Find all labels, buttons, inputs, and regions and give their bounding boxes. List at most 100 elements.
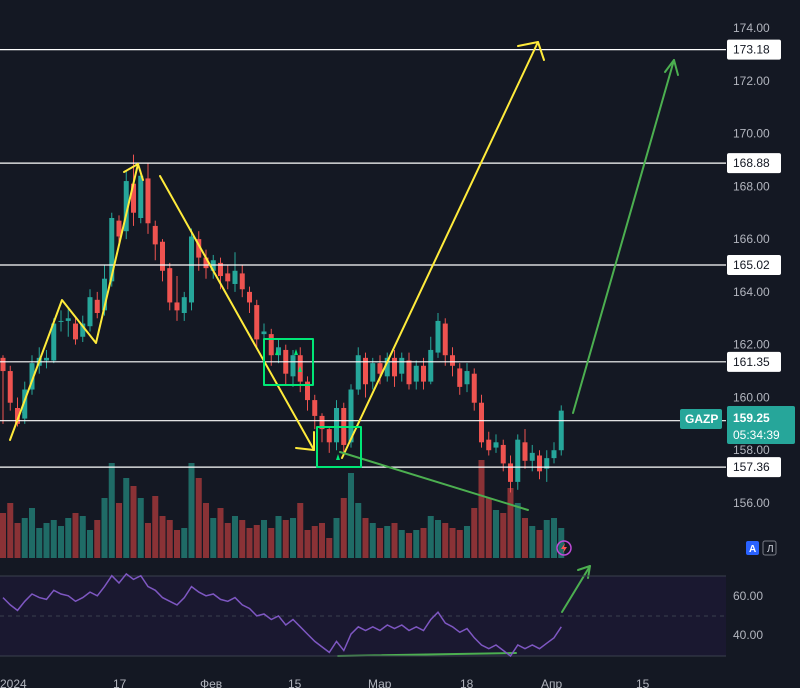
candle-body — [442, 323, 448, 356]
candle-body — [312, 400, 318, 416]
volume-bar — [50, 520, 57, 558]
volume-bar — [188, 463, 195, 558]
svg-text:Л: Л — [767, 544, 774, 555]
x-tick-label: 18 — [460, 677, 474, 688]
candle-body — [87, 297, 93, 327]
x-tick-label: 15 — [636, 677, 650, 688]
candle-body — [22, 389, 28, 419]
candle-body — [44, 357, 49, 361]
volume-bar — [94, 520, 101, 558]
volume-bar — [420, 528, 427, 558]
y-axis[interactable]: 156.00 158.00 160.00 162.00 164.00 166.00 168.… — [733, 21, 770, 510]
candle-body — [392, 357, 397, 377]
y-tick-label: 170.00 — [733, 127, 770, 141]
candle-body — [203, 257, 209, 269]
candle-body — [486, 439, 492, 451]
volume-bar — [65, 518, 72, 558]
volume-bar — [304, 530, 311, 558]
volume-bar — [43, 523, 50, 558]
volume-bar — [427, 516, 434, 558]
volume-bar — [0, 513, 6, 558]
candle-body — [109, 218, 115, 282]
volume-bar — [239, 520, 246, 558]
volume-bar — [529, 526, 536, 558]
volume-bar — [174, 530, 180, 558]
candles — [0, 154, 564, 493]
y-tick-label: 164.00 — [733, 285, 770, 299]
volume-bar — [108, 463, 115, 558]
countdown-timer: 05:34:39 — [733, 428, 780, 442]
candle-body — [123, 181, 129, 232]
a-icon[interactable]: A — [746, 541, 759, 555]
candle-body — [65, 318, 71, 321]
candle-body — [138, 175, 144, 218]
candle-body — [174, 302, 180, 311]
volume-bar — [14, 523, 21, 558]
candle-body — [406, 360, 412, 385]
volume-bar — [290, 518, 296, 558]
price-level-label: 157.36 — [733, 460, 770, 474]
volume-bar — [275, 516, 282, 558]
volume-bar — [181, 528, 188, 558]
y-tick-label: 174.00 — [733, 21, 770, 35]
volume-bar — [398, 530, 405, 558]
candle-body — [58, 320, 64, 322]
volume-bar — [442, 523, 449, 558]
yellow-head-2 — [295, 431, 315, 451]
candle-body — [261, 331, 267, 335]
ticker-label: GAZP — [685, 412, 718, 426]
candle-body — [348, 389, 354, 443]
x-tick-label: 17 — [113, 677, 127, 688]
price-level-label: 168.88 — [733, 156, 770, 170]
volume-bar — [340, 498, 347, 558]
candle-body — [196, 239, 202, 258]
volume-bar — [514, 503, 521, 558]
volume-bar — [464, 526, 470, 558]
candle-body — [29, 363, 35, 390]
candle-body — [508, 463, 513, 482]
candle-body — [239, 273, 245, 290]
volume-bar — [87, 530, 93, 558]
candle-body — [181, 297, 187, 313]
volume-bar — [217, 508, 224, 558]
volume-bar — [21, 518, 28, 558]
volume-bar — [391, 523, 398, 558]
y-tick-label: 168.00 — [733, 179, 770, 193]
x-axis[interactable]: 2024 17 Фев 15 Мар 18 Апр 15 — [0, 677, 650, 688]
y-tick-label: 162.00 — [733, 338, 770, 352]
yellow-head-3 — [517, 41, 545, 61]
alert-icon[interactable] — [556, 540, 572, 556]
candle-body — [363, 357, 368, 385]
price-level-tag — [727, 153, 781, 174]
candle-body — [160, 241, 165, 271]
candle-body — [268, 334, 274, 356]
log-icon[interactable]: Л — [762, 540, 777, 556]
volume-bar — [130, 486, 137, 558]
x-tick-label: Апр — [541, 677, 563, 688]
candle-body — [413, 365, 419, 382]
candle-body — [471, 373, 477, 403]
y-tick-label: 158.00 — [733, 443, 770, 457]
candle-body — [355, 355, 361, 390]
rsi-level-40: 40.00 — [733, 628, 763, 642]
candle-body — [370, 363, 376, 382]
volume-bar — [348, 473, 354, 558]
candle-body — [529, 452, 535, 461]
candle-body — [0, 357, 6, 372]
candle-body — [421, 365, 426, 382]
volume-bar — [232, 516, 238, 558]
volume-bar — [558, 528, 565, 558]
candle-body — [544, 458, 550, 469]
volume-bar — [333, 518, 340, 558]
candle-body — [80, 323, 86, 337]
candle-body — [290, 355, 296, 377]
signal-box-1 — [263, 338, 314, 386]
volume-bar — [116, 503, 122, 558]
candle-body — [399, 357, 405, 374]
candle-body — [377, 363, 383, 374]
volume-bar — [449, 528, 456, 558]
volume-bar — [435, 520, 441, 558]
yellow-path-up — [9, 163, 139, 441]
volume-bar — [166, 520, 173, 558]
